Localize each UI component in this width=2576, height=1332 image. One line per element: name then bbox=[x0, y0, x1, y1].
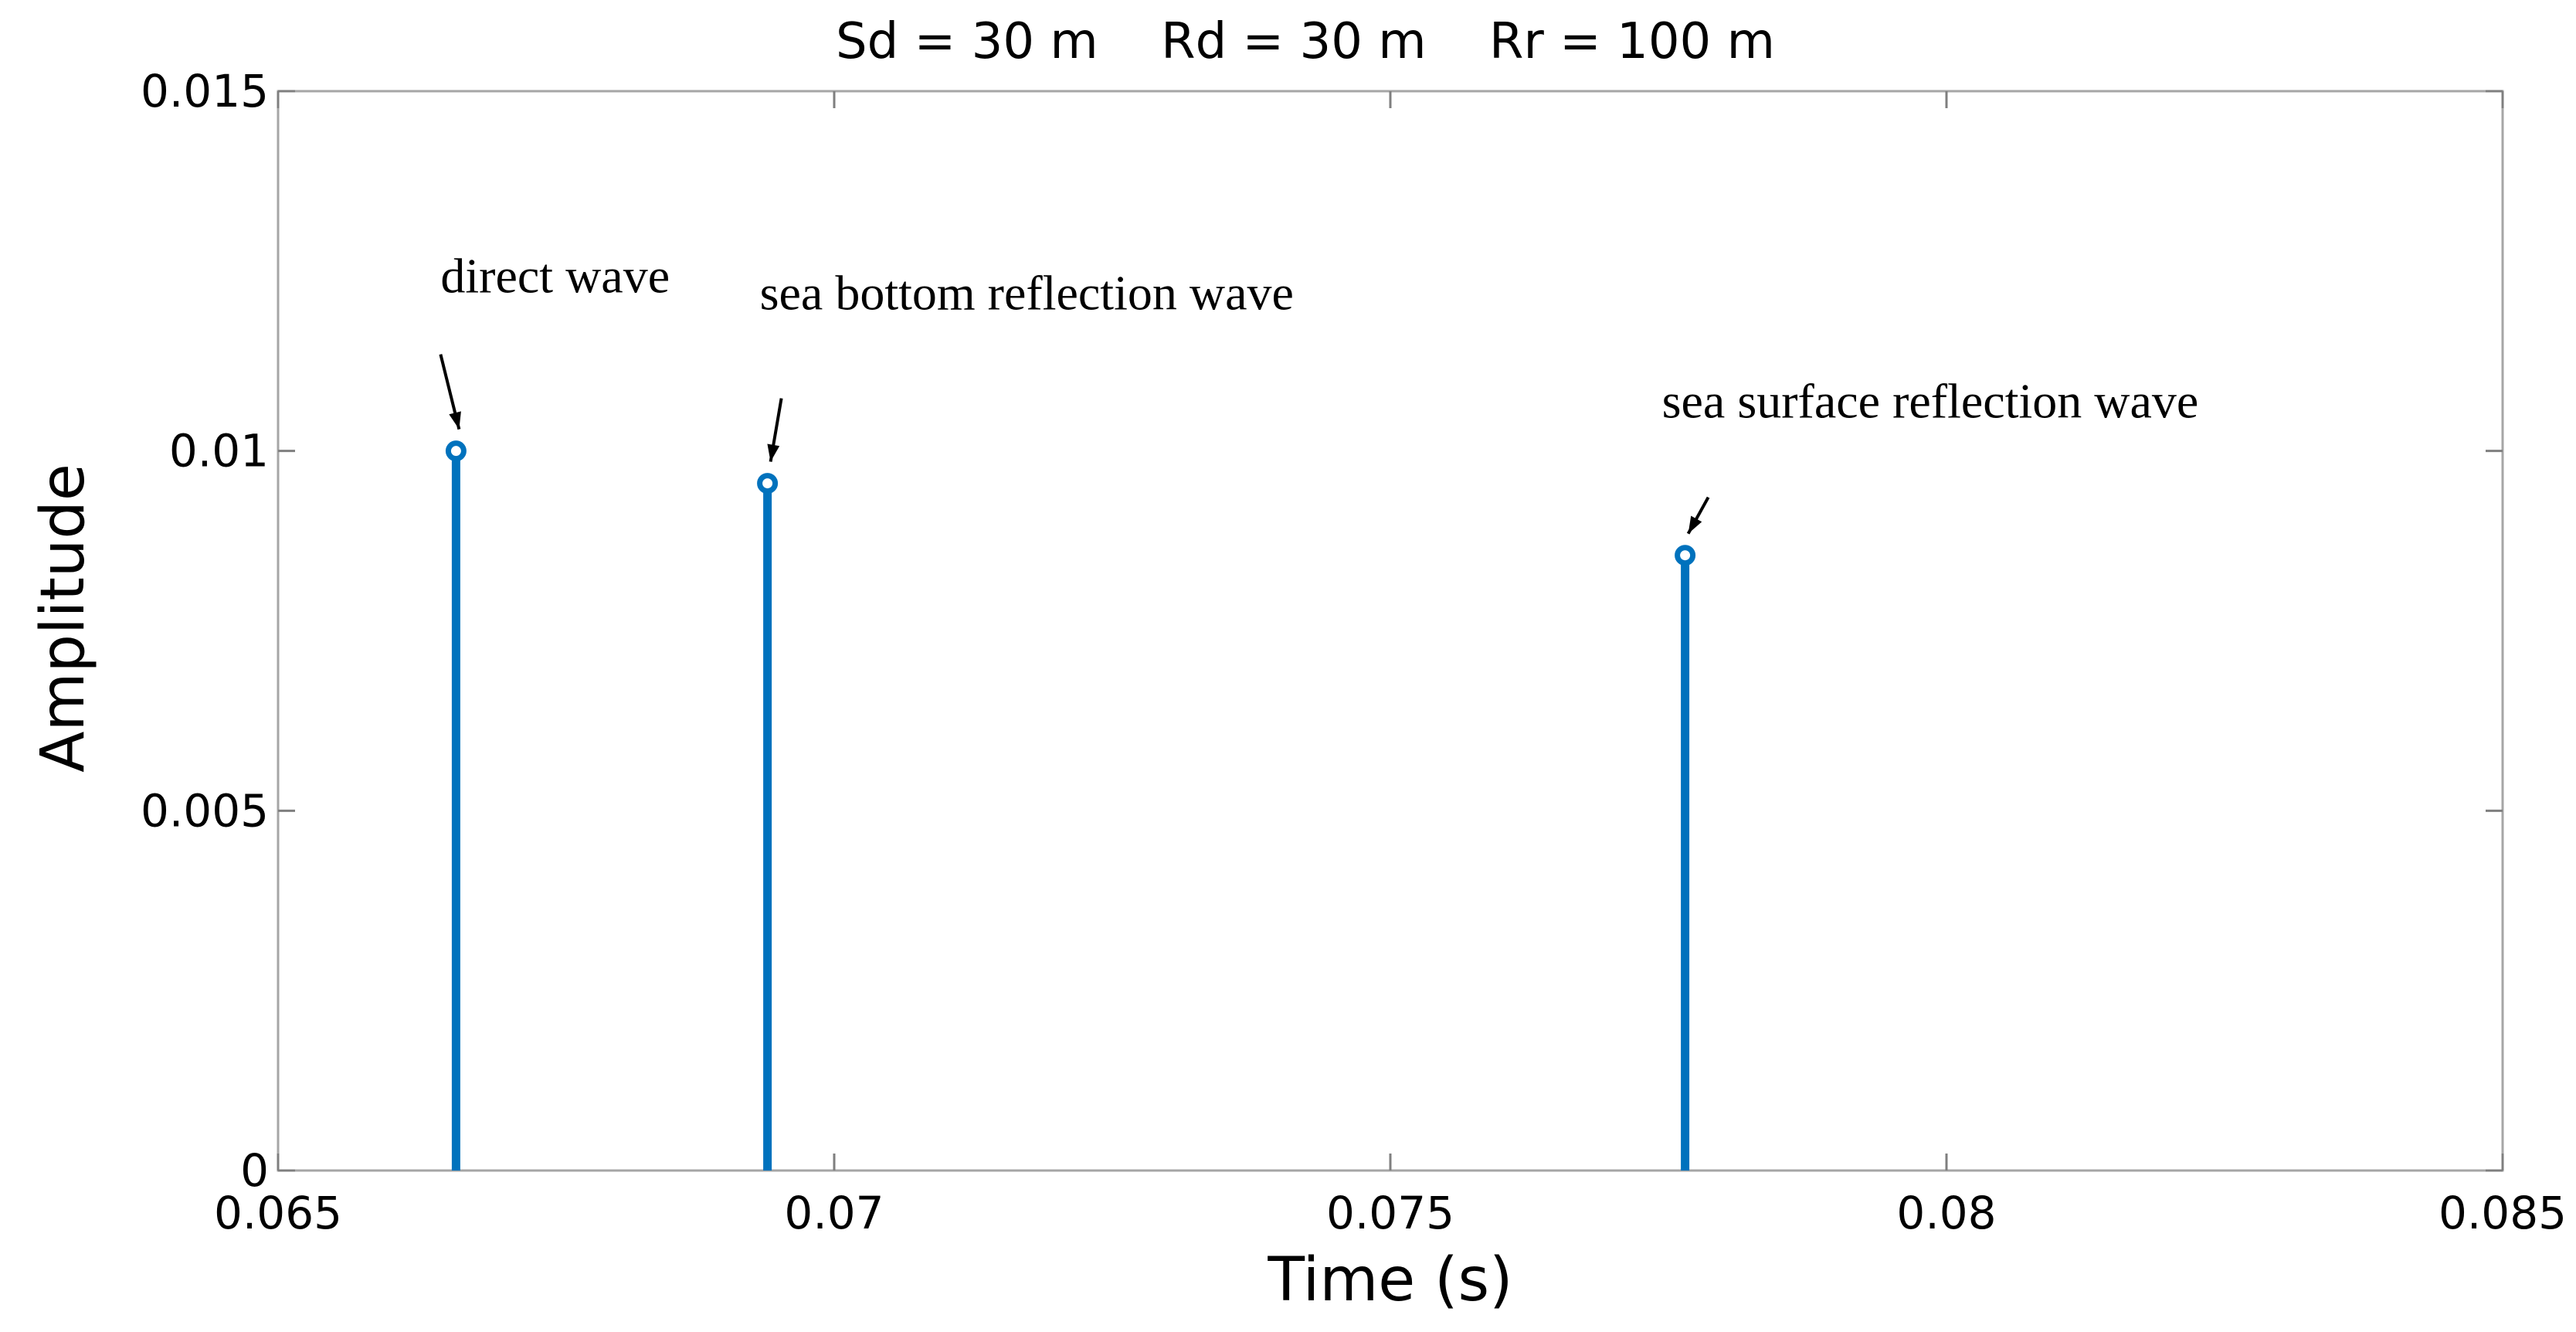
y-tick-label: 0.01 bbox=[169, 425, 269, 477]
y-axis-label: Amplitude bbox=[29, 464, 98, 773]
x-tick-label: 0.065 bbox=[214, 1187, 342, 1239]
x-axis-label: Time (s) bbox=[1267, 1245, 1512, 1315]
arrow-head bbox=[449, 411, 461, 430]
x-tick-label: 0.085 bbox=[2439, 1187, 2567, 1239]
x-axis: 0.065 0.07 0.075 0.08 0.085 bbox=[214, 91, 2567, 1239]
annotation-label: sea bottom reflection wave bbox=[760, 266, 1294, 321]
chart-title: Sd = 30 m Rd = 30 m Rr = 100 m bbox=[836, 13, 1775, 70]
series-arrivals bbox=[445, 440, 1696, 1171]
annotation-label: direct wave bbox=[440, 249, 670, 304]
stem-marker bbox=[445, 440, 467, 462]
x-tick-label: 0.08 bbox=[1896, 1187, 1996, 1239]
stem-marker bbox=[1675, 545, 1696, 566]
arrow-head bbox=[767, 443, 780, 462]
stem-marker bbox=[757, 473, 779, 494]
annotation-label: sea surface reflection wave bbox=[1662, 374, 2199, 429]
y-tick-label: 0.015 bbox=[141, 65, 269, 117]
y-axis: 0 0.005 0.01 0.015 bbox=[141, 65, 2503, 1197]
y-tick-label: 0.005 bbox=[141, 784, 269, 837]
annotations: direct wave sea bottom reflection wave sea… bbox=[439, 249, 2199, 535]
y-tick-label: 0 bbox=[240, 1144, 269, 1197]
x-tick-label: 0.07 bbox=[784, 1187, 884, 1239]
x-tick-label: 0.075 bbox=[1326, 1187, 1454, 1239]
arrow-head bbox=[1688, 515, 1702, 534]
